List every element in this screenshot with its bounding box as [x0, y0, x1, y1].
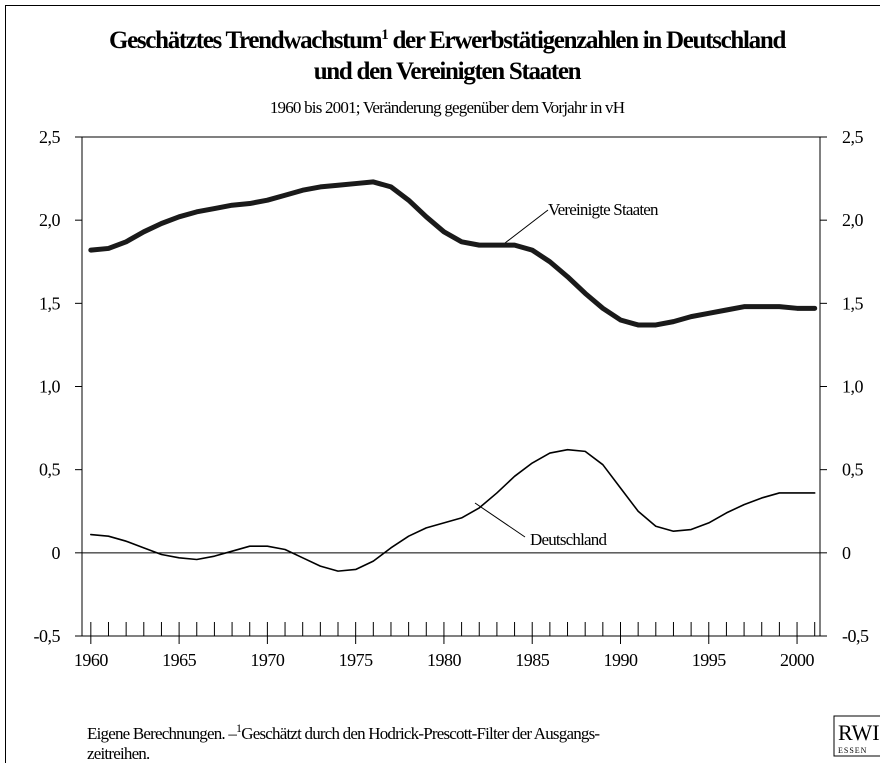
subtitle: 1960 bis 2001; Veränderung gegenüber dem… — [270, 98, 625, 117]
logo-box — [833, 715, 880, 757]
title-line-2: und den Vereinigten Staaten — [314, 58, 582, 85]
y2-tick-label: 1,0 — [842, 377, 864, 397]
y-tick-label: 2,0 — [39, 210, 61, 230]
series-label: Deutschland — [530, 530, 607, 549]
series-line — [88, 179, 818, 328]
y-tick-label: 1,5 — [39, 293, 61, 313]
x-tick-label: 1995 — [692, 650, 727, 670]
x-tick-label: 1970 — [250, 650, 285, 670]
y-tick-label: 0 — [52, 543, 61, 563]
leader-line — [474, 502, 526, 538]
x-tick-label: 1985 — [515, 650, 550, 670]
y2-tick-label: 1,5 — [842, 293, 864, 313]
x-tick-label: 1980 — [427, 650, 462, 670]
footnote-text: Geschätzt durch den Hodrick-Prescott-Fil… — [241, 724, 600, 743]
y2-tick-label: 0 — [842, 543, 851, 563]
y-tick-label: 0,5 — [39, 460, 61, 480]
footnote-superscript: 1 — [236, 721, 242, 735]
y-tick-label: 2,5 — [39, 127, 61, 147]
y2-tick-label: 2,5 — [842, 127, 864, 147]
leader-line — [504, 209, 549, 244]
y2-tick-label: -0,5 — [842, 626, 869, 646]
x-tick-label: 2000 — [780, 650, 815, 670]
title-line-1: Geschätztes Trendwachstum1 der Erwerbstä… — [109, 27, 787, 54]
series-line — [90, 448, 816, 572]
title-text: Geschätztes Trendwachstum — [109, 27, 383, 54]
y2-tick-label: 2,0 — [842, 210, 864, 230]
y-tick-label: 1,0 — [39, 377, 61, 397]
x-tick-label: 1965 — [162, 650, 197, 670]
x-tick-label: 1975 — [339, 650, 374, 670]
footnote-text: Eigene Berechnungen. – — [87, 724, 237, 743]
x-tick-label: 1960 — [74, 650, 109, 670]
footnote-line-1: Eigene Berechnungen. –1Geschätzt durch d… — [87, 721, 600, 743]
logo: RWI — [838, 720, 880, 745]
x-tick-label: 1990 — [603, 650, 638, 670]
footnote-line-2: zeitreihen. — [87, 744, 150, 763]
title-text: der Erwerbstätigenzahlen in Deutschland — [388, 27, 787, 54]
title-superscript: 1 — [381, 27, 388, 43]
y2-tick-label: 0,5 — [842, 460, 864, 480]
logo-sub: ESSEN — [838, 746, 867, 755]
series-label: Vereinigte Staaten — [548, 200, 659, 219]
y-tick-label: -0,5 — [34, 626, 61, 646]
